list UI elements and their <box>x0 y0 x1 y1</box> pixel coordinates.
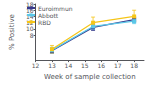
svg-text:18: 18 <box>25 0 34 8</box>
svg-text:12: 12 <box>25 19 34 27</box>
svg-text:Week of sample collection: Week of sample collection <box>44 73 136 81</box>
svg-text:8: 8 <box>30 32 34 39</box>
svg-text:18: 18 <box>130 62 138 69</box>
svg-text:10: 10 <box>26 25 34 32</box>
svg-text:14: 14 <box>25 13 34 20</box>
svg-text:15: 15 <box>81 62 89 69</box>
svg-text:% Positive: % Positive <box>8 14 16 50</box>
svg-text:16: 16 <box>25 6 34 14</box>
svg-text:Euroimmun: Euroimmun <box>38 5 73 12</box>
svg-text:17: 17 <box>114 62 122 69</box>
svg-text:RBD: RBD <box>38 19 51 26</box>
svg-text:16: 16 <box>97 62 105 69</box>
svg-text:14: 14 <box>65 62 73 69</box>
svg-text:Abbott: Abbott <box>38 12 59 19</box>
svg-text:13: 13 <box>48 62 56 69</box>
svg-text:12: 12 <box>32 62 40 69</box>
